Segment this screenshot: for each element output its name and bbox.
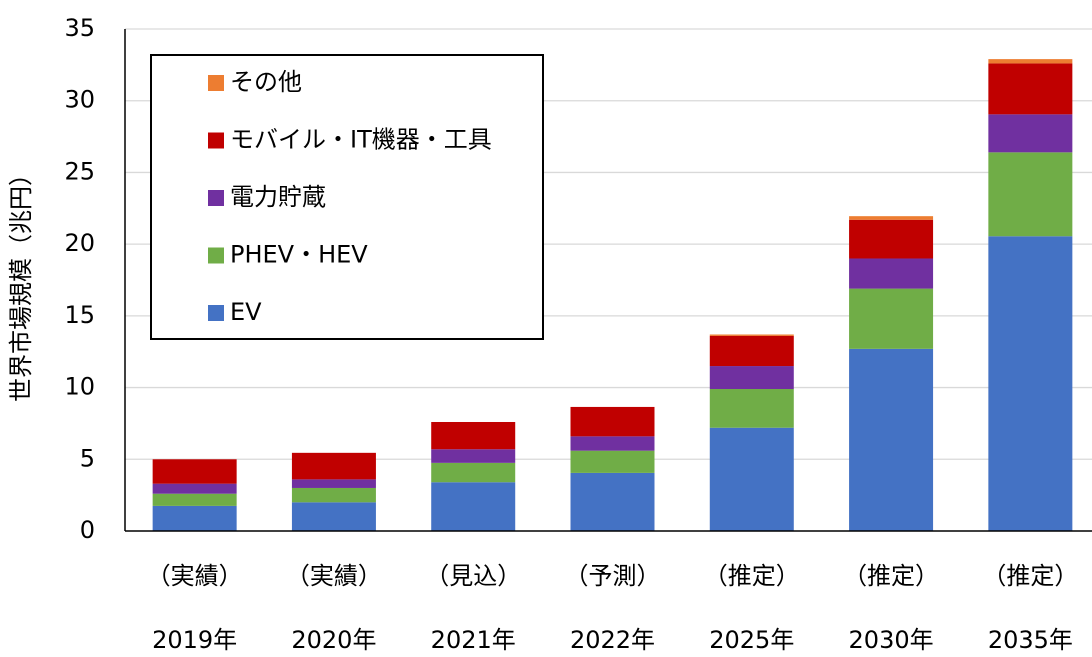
bar-segment: [570, 472, 655, 531]
x-tick-label: 2030年: [849, 626, 934, 654]
bar-segment: [431, 449, 516, 463]
bar-segment: [988, 114, 1073, 153]
y-tick-label: 10: [64, 373, 95, 401]
bar-segment: [570, 406, 655, 437]
bar-segment: [152, 483, 237, 494]
bar-segment: [431, 482, 516, 531]
y-tick-label: 0: [80, 516, 95, 544]
y-axis-label: 世界市場規模（兆円）: [7, 162, 35, 402]
x-tick-label: 2019年: [152, 626, 237, 654]
bar-segment: [709, 427, 794, 531]
x-tick-label: 2020年: [291, 626, 376, 654]
y-tick-label: 35: [64, 14, 95, 42]
bar-segment: [849, 258, 934, 289]
legend-swatch: [208, 190, 224, 206]
x-tick-label: 2025年: [709, 626, 794, 654]
bar-segment: [570, 436, 655, 451]
y-tick-label: 20: [64, 229, 95, 257]
y-tick-label: 15: [64, 301, 95, 329]
legend-label: その他: [230, 68, 302, 96]
bar-segment: [291, 487, 376, 503]
y-tick-label: 30: [64, 86, 95, 114]
x-tick-note: （推定）: [704, 562, 800, 590]
bar-segment: [988, 59, 1073, 64]
x-tick-label: 2035年: [988, 626, 1073, 654]
bar-segment: [291, 452, 376, 480]
bar-segment: [291, 479, 376, 488]
bar-segment: [988, 236, 1073, 532]
legend-swatch: [208, 132, 224, 149]
legend-swatch: [208, 305, 224, 321]
bar-segment: [988, 63, 1073, 115]
legend-swatch: [208, 247, 224, 264]
x-tick-note: （推定）: [843, 562, 939, 590]
bar-segment: [570, 450, 655, 473]
x-tick-label: 2022年: [570, 626, 655, 654]
legend-label: モバイル・IT機器・工具: [230, 126, 492, 154]
x-tick-note: （実績）: [286, 562, 382, 590]
bar-segment: [709, 366, 794, 390]
bar-segment: [152, 505, 237, 531]
x-tick-note: （予測）: [565, 562, 661, 590]
bar-segment: [709, 334, 794, 336]
x-tick-note: （推定）: [982, 562, 1078, 590]
bar-segment: [431, 462, 516, 483]
y-tick-label: 25: [64, 157, 95, 185]
bar-segment: [849, 348, 934, 531]
x-tick-note: （実績）: [147, 562, 243, 590]
x-tick-note: （見込）: [425, 562, 521, 590]
bar-segment: [431, 421, 516, 450]
bar-segment: [152, 493, 237, 506]
bar-segment: [849, 216, 934, 220]
legend-swatch: [208, 75, 224, 91]
legend-label: PHEV・HEV: [230, 241, 368, 269]
legend-label: EV: [230, 298, 262, 326]
legend-label: 電力貯蔵: [230, 183, 326, 211]
x-tick-label: 2021年: [431, 626, 516, 654]
bar-segment: [849, 288, 934, 349]
bar-segment: [709, 335, 794, 367]
bar-segment: [709, 389, 794, 428]
y-tick-label: 5: [80, 444, 95, 472]
bar-segment: [291, 502, 376, 531]
bar-segment: [849, 219, 934, 259]
bar-segment: [988, 152, 1073, 237]
bar-segment: [152, 459, 237, 484]
